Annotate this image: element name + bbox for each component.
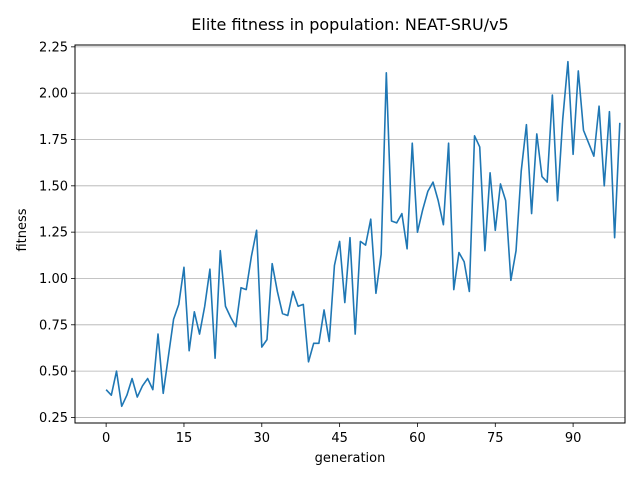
x-axis-ticks: 0 15 30 45 60 75 90: [102, 423, 581, 446]
x-tick-label: 45: [331, 431, 348, 446]
x-tick-label: 60: [409, 431, 426, 446]
y-tick-label: 0.50: [39, 365, 68, 380]
y-tick-label: 0.75: [39, 318, 68, 333]
y-tick-label: 1.00: [39, 272, 68, 287]
x-tick-label: 90: [565, 431, 582, 446]
y-tick-label: 0.25: [39, 411, 68, 426]
x-tick-label: 30: [254, 431, 271, 446]
x-axis-label: generation: [315, 451, 386, 466]
y-tick-label: 2.00: [39, 87, 68, 102]
y-tick-label: 1.75: [39, 133, 68, 148]
y-tick-label: 1.25: [39, 226, 68, 241]
chart-title: Elite fitness in population: NEAT-SRU/v5: [191, 15, 508, 34]
x-tick-label: 0: [102, 431, 110, 446]
y-axis-label: fitness: [15, 208, 30, 251]
x-tick-label: 75: [487, 431, 504, 446]
y-tick-label: 1.50: [39, 179, 68, 194]
y-axis-ticks: 0.25 0.50 0.75 1.00 1.25 1.50 1.75 2.00 2.25: [39, 40, 75, 426]
series-line: [105, 60, 621, 408]
plot-area: [105, 60, 621, 408]
axes-frame: [74, 44, 626, 424]
y-tick-label: 2.25: [39, 40, 68, 55]
x-tick-label: 15: [176, 431, 193, 446]
